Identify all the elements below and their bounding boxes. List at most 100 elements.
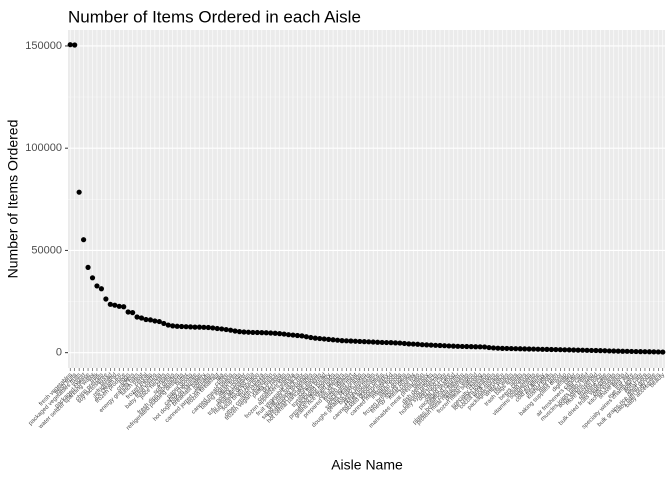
point <box>259 330 265 336</box>
point <box>112 302 118 308</box>
point <box>339 338 345 344</box>
point <box>210 325 216 331</box>
point <box>219 326 225 332</box>
point <box>406 341 412 347</box>
point <box>620 348 626 354</box>
chart-title: Number of Items Ordered in each Aisle <box>68 7 361 26</box>
y-tick-label: 100000 <box>25 142 62 154</box>
y-axis-label: Number of Items Ordered <box>5 120 21 279</box>
point <box>214 325 220 332</box>
point <box>651 349 657 355</box>
point <box>357 338 363 345</box>
point <box>94 283 100 289</box>
point <box>633 348 639 355</box>
point <box>76 189 82 195</box>
point <box>245 329 252 335</box>
point <box>624 348 630 354</box>
point <box>655 349 661 355</box>
point <box>192 324 198 330</box>
point <box>597 348 603 354</box>
point <box>277 331 283 337</box>
point <box>642 349 648 355</box>
point <box>548 346 554 353</box>
point <box>85 264 91 270</box>
point <box>606 348 612 354</box>
point <box>303 334 309 340</box>
point <box>156 318 162 325</box>
x-axis-label: Aisle Name <box>331 457 403 473</box>
point <box>468 344 474 350</box>
point <box>272 330 278 336</box>
point <box>628 348 635 355</box>
point <box>250 329 256 336</box>
point <box>530 346 537 352</box>
point <box>89 275 96 281</box>
point <box>446 343 452 349</box>
point <box>285 332 292 338</box>
point <box>138 315 145 321</box>
point <box>495 345 501 351</box>
point <box>317 335 323 342</box>
point <box>165 322 171 328</box>
point <box>130 310 136 316</box>
point <box>375 339 381 345</box>
point <box>464 343 470 350</box>
point <box>535 346 541 352</box>
point <box>441 343 448 349</box>
point <box>477 344 483 350</box>
point <box>174 323 180 329</box>
point <box>361 339 367 345</box>
point <box>557 347 563 353</box>
point <box>72 42 78 48</box>
x-tick-label: tea <box>215 372 226 383</box>
point <box>125 309 131 315</box>
point <box>615 348 621 354</box>
point <box>116 303 122 309</box>
point <box>143 316 149 323</box>
point <box>334 337 341 343</box>
point <box>98 286 105 292</box>
point <box>241 329 247 335</box>
point <box>80 237 87 243</box>
point <box>486 344 492 351</box>
point <box>397 340 403 346</box>
point <box>330 337 336 343</box>
point <box>424 342 430 348</box>
point <box>490 345 497 351</box>
point <box>152 318 158 324</box>
point <box>352 338 358 344</box>
point <box>562 347 568 353</box>
point <box>522 346 528 352</box>
point <box>660 349 666 355</box>
point <box>544 346 550 352</box>
point <box>401 340 407 347</box>
point <box>134 314 140 320</box>
point <box>201 324 207 330</box>
point <box>348 338 354 344</box>
point <box>107 301 113 307</box>
point <box>566 347 572 353</box>
point <box>294 332 301 339</box>
point <box>504 345 510 352</box>
point <box>602 348 608 354</box>
point <box>611 348 617 354</box>
point <box>584 347 590 353</box>
point <box>290 332 296 338</box>
point <box>513 346 519 352</box>
point <box>481 344 488 350</box>
point <box>579 347 586 353</box>
point <box>388 340 394 346</box>
point <box>450 343 456 349</box>
y-tick-label: 150000 <box>25 40 62 52</box>
point <box>646 349 653 355</box>
point <box>187 324 194 330</box>
point <box>553 346 559 353</box>
point <box>588 347 595 354</box>
point <box>147 317 154 323</box>
point <box>312 335 318 341</box>
point <box>410 341 416 347</box>
point <box>637 349 644 355</box>
point <box>308 334 314 341</box>
point <box>539 346 546 352</box>
